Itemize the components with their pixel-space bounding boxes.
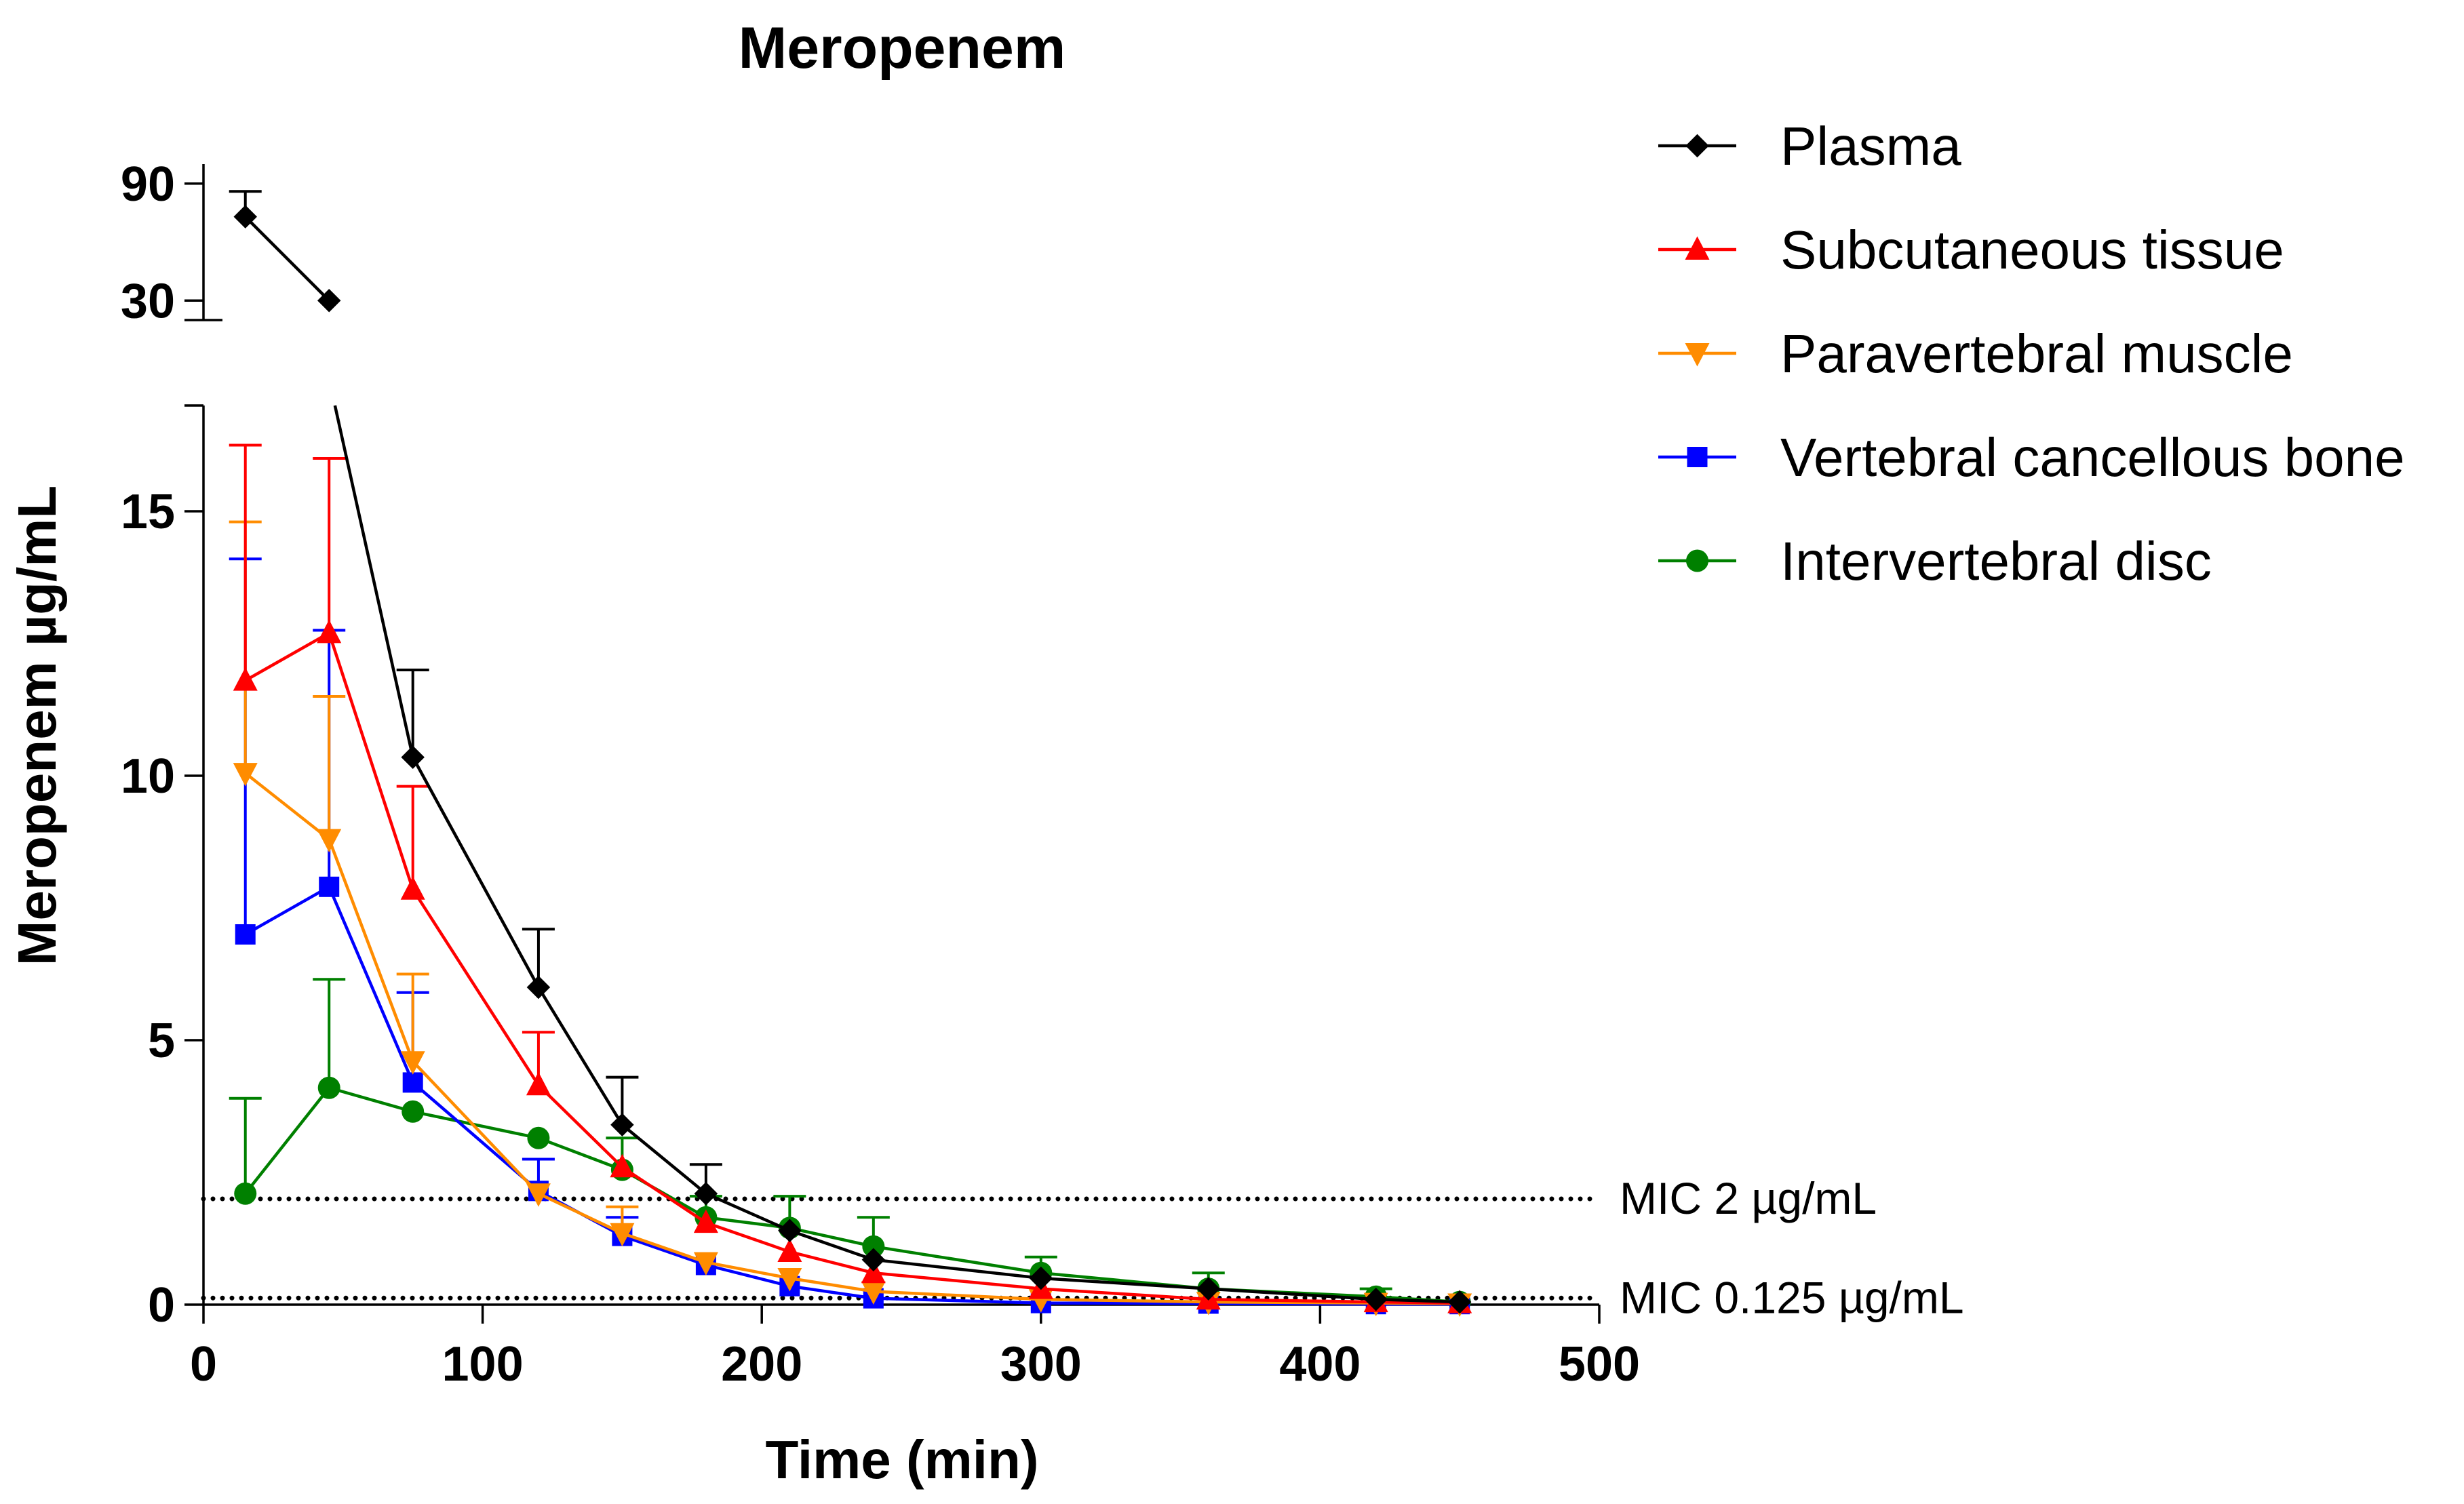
data-point <box>233 763 258 787</box>
data-point <box>317 289 341 313</box>
data-point <box>401 745 425 769</box>
reference-lines: MIC 2 µg/mL MIC 0.125 µg/mL <box>201 1173 1964 1322</box>
legend: Plasma Subcutaneous tissue Paravertebral m… <box>1658 116 2405 591</box>
data-point <box>610 1223 635 1247</box>
series-subcutaneous-tissue <box>229 443 1472 1313</box>
data-point <box>234 1182 257 1205</box>
x-tick-label: 100 <box>442 1337 524 1391</box>
data-point <box>526 1071 551 1096</box>
data-point <box>1029 1266 1053 1290</box>
data-point <box>233 205 257 229</box>
data-point <box>1196 1277 1221 1301</box>
data-point <box>317 829 342 853</box>
data-point <box>235 924 256 945</box>
data-point <box>400 1051 425 1075</box>
legend-label: Plasma <box>1780 116 1961 176</box>
series-layer <box>229 190 1472 1317</box>
legend-label: Paravertebral muscle <box>1780 323 2293 384</box>
data-point <box>317 1076 340 1099</box>
x-tick-label: 200 <box>721 1337 802 1391</box>
data-point <box>610 1113 634 1137</box>
data-point <box>778 1219 802 1243</box>
data-point <box>233 667 258 691</box>
data-point <box>777 1238 802 1262</box>
y-tick-label: 15 <box>121 485 175 539</box>
data-point <box>1447 1290 1472 1314</box>
data-point <box>862 1235 885 1258</box>
legend-item: Paravertebral muscle <box>1658 323 2293 384</box>
mic-reference-label: MIC 2 µg/mL <box>1620 1173 1877 1223</box>
data-point <box>861 1248 886 1271</box>
data-point <box>1687 447 1708 467</box>
legend-item: Plasma <box>1658 116 1961 176</box>
x-axis-label: Time (min) <box>765 1429 1038 1490</box>
y-tick-label: 90 <box>121 157 175 212</box>
data-point <box>400 876 425 900</box>
data-point <box>402 1100 425 1123</box>
legend-label: Subcutaneous tissue <box>1780 220 2284 280</box>
data-point <box>694 1181 718 1206</box>
data-point <box>526 1183 551 1207</box>
y-axis-label: Meropenem µg/mL <box>7 486 67 966</box>
data-point <box>319 876 340 897</box>
data-point <box>1685 236 1710 260</box>
x-tick-label: 0 <box>190 1337 217 1391</box>
axes: 0 100 200 300 400 500 0 5 10 15 30 90 <box>121 157 1640 1391</box>
legend-item: Intervertebral disc <box>1658 531 2212 591</box>
data-point <box>1364 1287 1388 1311</box>
data-point <box>693 1209 718 1233</box>
data-point <box>693 1252 718 1276</box>
series-intervertebral-disc <box>229 978 1471 1313</box>
data-point <box>861 1281 886 1305</box>
data-point <box>1685 134 1709 158</box>
data-point <box>527 1126 550 1149</box>
data-point <box>1685 343 1710 367</box>
legend-item: Vertebral cancellous bone <box>1658 427 2405 488</box>
data-point <box>526 975 551 1000</box>
data-point <box>317 619 342 644</box>
y-tick-label: 5 <box>148 1014 175 1068</box>
y-tick-label: 30 <box>121 274 175 328</box>
series-line <box>244 216 1460 1304</box>
x-tick-label: 500 <box>1559 1337 1640 1391</box>
legend-label: Intervertebral disc <box>1780 531 2212 591</box>
series-line <box>244 772 1460 1305</box>
x-tick-label: 300 <box>1000 1337 1082 1391</box>
data-point <box>777 1268 802 1292</box>
series-line <box>244 631 1460 1305</box>
series-line <box>243 1086 1460 1304</box>
chart-title: Meropenem <box>739 16 1066 81</box>
y-tick-label: 10 <box>121 749 175 804</box>
legend-label: Vertebral cancellous bone <box>1780 427 2405 488</box>
legend-item: Subcutaneous tissue <box>1658 220 2284 280</box>
y-tick-label: 0 <box>148 1278 175 1332</box>
mic-reference-label: MIC 0.125 µg/mL <box>1620 1272 1964 1322</box>
data-point <box>402 1072 423 1093</box>
data-point <box>1686 549 1708 572</box>
data-point <box>610 1153 635 1178</box>
x-tick-label: 400 <box>1279 1337 1361 1391</box>
series-plasma <box>229 190 1472 1314</box>
